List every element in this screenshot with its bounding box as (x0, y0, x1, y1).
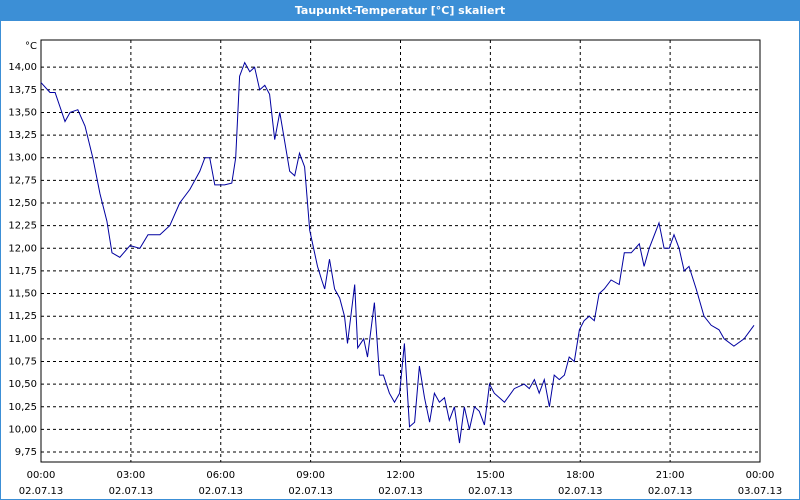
y-tick-label: 9,75 (15, 447, 37, 458)
x-tick-label: 09:00 (296, 470, 325, 481)
x-tick-label: 15:00 (476, 470, 505, 481)
y-tick-label: 11,00 (8, 334, 37, 345)
x-tick-date: 02.07.13 (558, 486, 603, 497)
y-tick-label: 12,25 (8, 221, 37, 232)
y-tick-label: 14,00 (8, 62, 37, 73)
y-tick-label: 12,50 (8, 198, 37, 209)
y-tick-label: 13,75 (8, 85, 37, 96)
x-tick-label: 00:00 (27, 470, 56, 481)
x-tick-label: 06:00 (206, 470, 235, 481)
y-tick-label: 11,25 (8, 311, 37, 322)
y-tick-label: 11,50 (8, 289, 37, 300)
chart-title: Taupunkt-Temperatur [°C] skaliert (295, 4, 505, 17)
x-tick-label: 18:00 (566, 470, 595, 481)
x-tick-date: 02.07.13 (109, 486, 154, 497)
x-tick-date: 03.07.13 (738, 486, 783, 497)
y-tick-label: 13,00 (8, 153, 37, 164)
data-line (40, 61, 755, 444)
x-tick-date: 02.07.13 (648, 486, 693, 497)
y-tick-label: 10,50 (8, 379, 37, 390)
x-tick-date: 02.07.13 (19, 486, 64, 497)
title-bar (0, 0, 800, 21)
x-tick-date: 02.07.13 (378, 486, 423, 497)
x-tick-label: 03:00 (116, 470, 145, 481)
y-axis-label: °C (25, 41, 37, 52)
y-tick-label: 10,00 (8, 424, 37, 435)
y-tick-label: 13,25 (8, 130, 37, 141)
x-tick-label: 12:00 (386, 470, 415, 481)
y-tick-label: 13,50 (8, 107, 37, 118)
x-tick-date: 02.07.13 (288, 486, 333, 497)
y-tick-label: 10,75 (8, 356, 37, 367)
y-tick-label: 10,25 (8, 402, 37, 413)
x-tick-date: 02.07.13 (468, 486, 513, 497)
y-tick-label: 12,00 (8, 243, 37, 254)
x-tick-date: 02.07.13 (198, 486, 243, 497)
x-tick-label: 00:00 (746, 470, 775, 481)
y-tick-label: 12,75 (8, 175, 37, 186)
x-tick-label: 21:00 (656, 470, 685, 481)
y-tick-label: 11,75 (8, 266, 37, 277)
